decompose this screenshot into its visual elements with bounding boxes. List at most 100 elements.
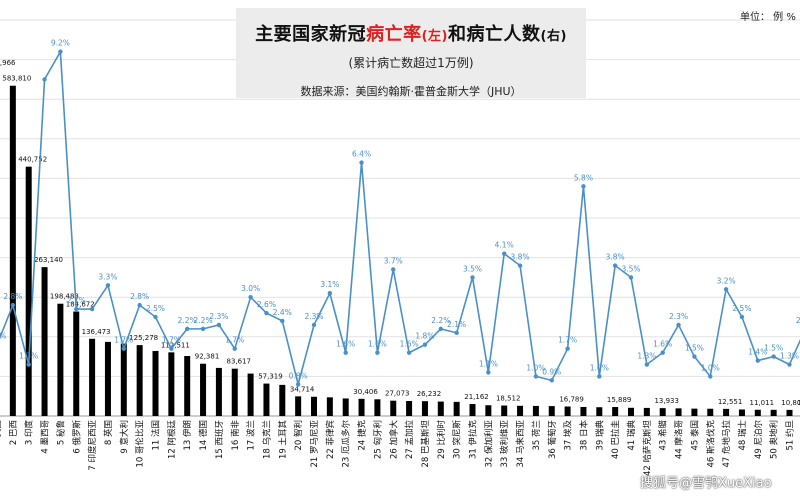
category-label: 31 伊拉克 <box>468 420 479 460</box>
title-part: 主要国家新冠 <box>255 24 367 45</box>
rate-value-label: 1.0% <box>526 363 545 372</box>
death-bar <box>247 373 254 416</box>
death-bar <box>200 363 207 416</box>
rate-point <box>438 326 443 332</box>
rate-value-label: 1.5% <box>685 344 704 353</box>
rate-point <box>565 346 570 351</box>
death-bar <box>358 398 365 416</box>
death-bar <box>707 408 714 416</box>
category-label: 45 泰国 <box>689 420 700 451</box>
rate-point <box>89 306 95 312</box>
category-label: 25 匈牙利 <box>372 420 383 459</box>
death-bar <box>311 396 317 416</box>
death-value-label: 92,381 <box>195 353 220 361</box>
death-bar <box>659 408 666 416</box>
category-label: 9 意大利 <box>119 420 130 454</box>
rate-value-label: 2.5% <box>732 304 751 313</box>
rate-point <box>692 354 697 359</box>
rate-point <box>517 263 523 268</box>
category-label: 41 瑞典 <box>626 420 637 451</box>
watermark: 搜狐号@雪鸮XueXiao <box>640 476 772 491</box>
rate-point <box>359 160 364 165</box>
rate-value-label: 2.8% <box>130 292 149 301</box>
category-label: 10 哥伦比亚 <box>135 420 146 468</box>
rate-value-label: 2.7% <box>67 296 86 305</box>
category-label: 42 哈萨克斯坦 <box>642 420 653 477</box>
rate-point <box>486 370 491 375</box>
death-bar <box>437 401 444 416</box>
death-bar <box>104 341 111 416</box>
rate-value-label: 2.3% <box>304 312 323 321</box>
rate-value-label: 3.5% <box>621 264 640 273</box>
rate-point <box>644 362 650 367</box>
rate-point <box>185 326 190 332</box>
rate-point <box>105 283 111 288</box>
category-label: 22 菲律宾 <box>325 420 336 459</box>
rate-point <box>755 358 760 363</box>
rate-point <box>708 374 713 379</box>
rate-value-label: 1.8% <box>415 332 434 341</box>
rate-point <box>137 302 142 308</box>
rate-value-label: 2.2% <box>796 316 800 325</box>
death-value-label: 136,473 <box>82 328 111 336</box>
category-label: 37 埃及 <box>563 420 574 451</box>
death-bar <box>41 267 48 416</box>
rate-point <box>549 378 554 383</box>
title-right-note: (右) <box>540 29 567 44</box>
death-bar <box>57 303 64 416</box>
death-value-label: 57,319 <box>258 373 283 381</box>
rate-value-label: 1.6% <box>653 340 672 349</box>
death-bar <box>120 343 127 416</box>
category-label: 51 约旦 <box>785 420 796 451</box>
rate-value-label: 3.2% <box>717 276 736 285</box>
rate-point <box>121 346 127 351</box>
category-label: 6 俄罗斯 <box>71 420 82 454</box>
rate-value-label: 6.4% <box>352 150 371 159</box>
death-bar <box>390 400 397 416</box>
rate-value-label: 3.5% <box>463 264 482 273</box>
death-value-label: 26,232 <box>417 390 442 398</box>
category-label: 7 印度尼西亚 <box>87 420 98 471</box>
rate-value-label: 2.1% <box>447 320 466 329</box>
category-label: 8 英国 <box>103 420 114 445</box>
chart-subtitle: (累计病亡数超过1万例) <box>348 56 474 70</box>
death-bar <box>675 408 682 416</box>
death-bar <box>326 397 333 416</box>
rate-value-label: 9.2% <box>51 39 70 48</box>
rate-value-label: 3.3% <box>98 272 117 281</box>
rate-value-label: 5.8% <box>574 173 593 182</box>
rate-value-label: 2.5% <box>146 304 165 313</box>
rate-value-label: 2.6% <box>257 300 276 309</box>
death-bar <box>469 404 476 416</box>
death-value-label: 12,551 <box>718 398 743 406</box>
rate-point <box>26 362 31 367</box>
death-value-label: 112,511 <box>161 341 190 349</box>
rate-value-label: 1.6% <box>336 340 355 349</box>
rate-value-label: 1.5% <box>764 344 783 353</box>
death-bar <box>612 407 619 416</box>
death-value-label: 184,672 <box>66 301 95 309</box>
category-label: 21 罗马尼亚 <box>310 420 320 468</box>
death-bar <box>136 345 143 416</box>
rate-point <box>200 326 206 332</box>
death-value-label: 21,162 <box>464 393 489 401</box>
category-label: 15 西班牙 <box>214 420 225 459</box>
rate-value-label: 2.4% <box>273 308 292 317</box>
death-value-label: 34,714 <box>290 385 315 393</box>
category-label: 38 日本 <box>578 420 589 451</box>
rate-point <box>597 374 602 379</box>
category-label: 30 突尼斯 <box>452 420 463 460</box>
death-bar <box>295 396 302 416</box>
rate-point <box>676 322 681 328</box>
death-bar <box>770 409 777 416</box>
rate-point <box>502 251 507 256</box>
death-bar <box>628 407 634 416</box>
rate-point <box>533 374 539 379</box>
category-label: 27 孟加拉 <box>404 420 415 460</box>
death-bar <box>501 405 508 416</box>
title-part: 和病亡人数 <box>448 24 541 45</box>
category-label: 13 伊朗 <box>182 420 193 451</box>
rate-point <box>771 354 776 359</box>
category-label: 29 比利时 <box>436 420 447 460</box>
title-left-note: (左) <box>421 29 448 44</box>
